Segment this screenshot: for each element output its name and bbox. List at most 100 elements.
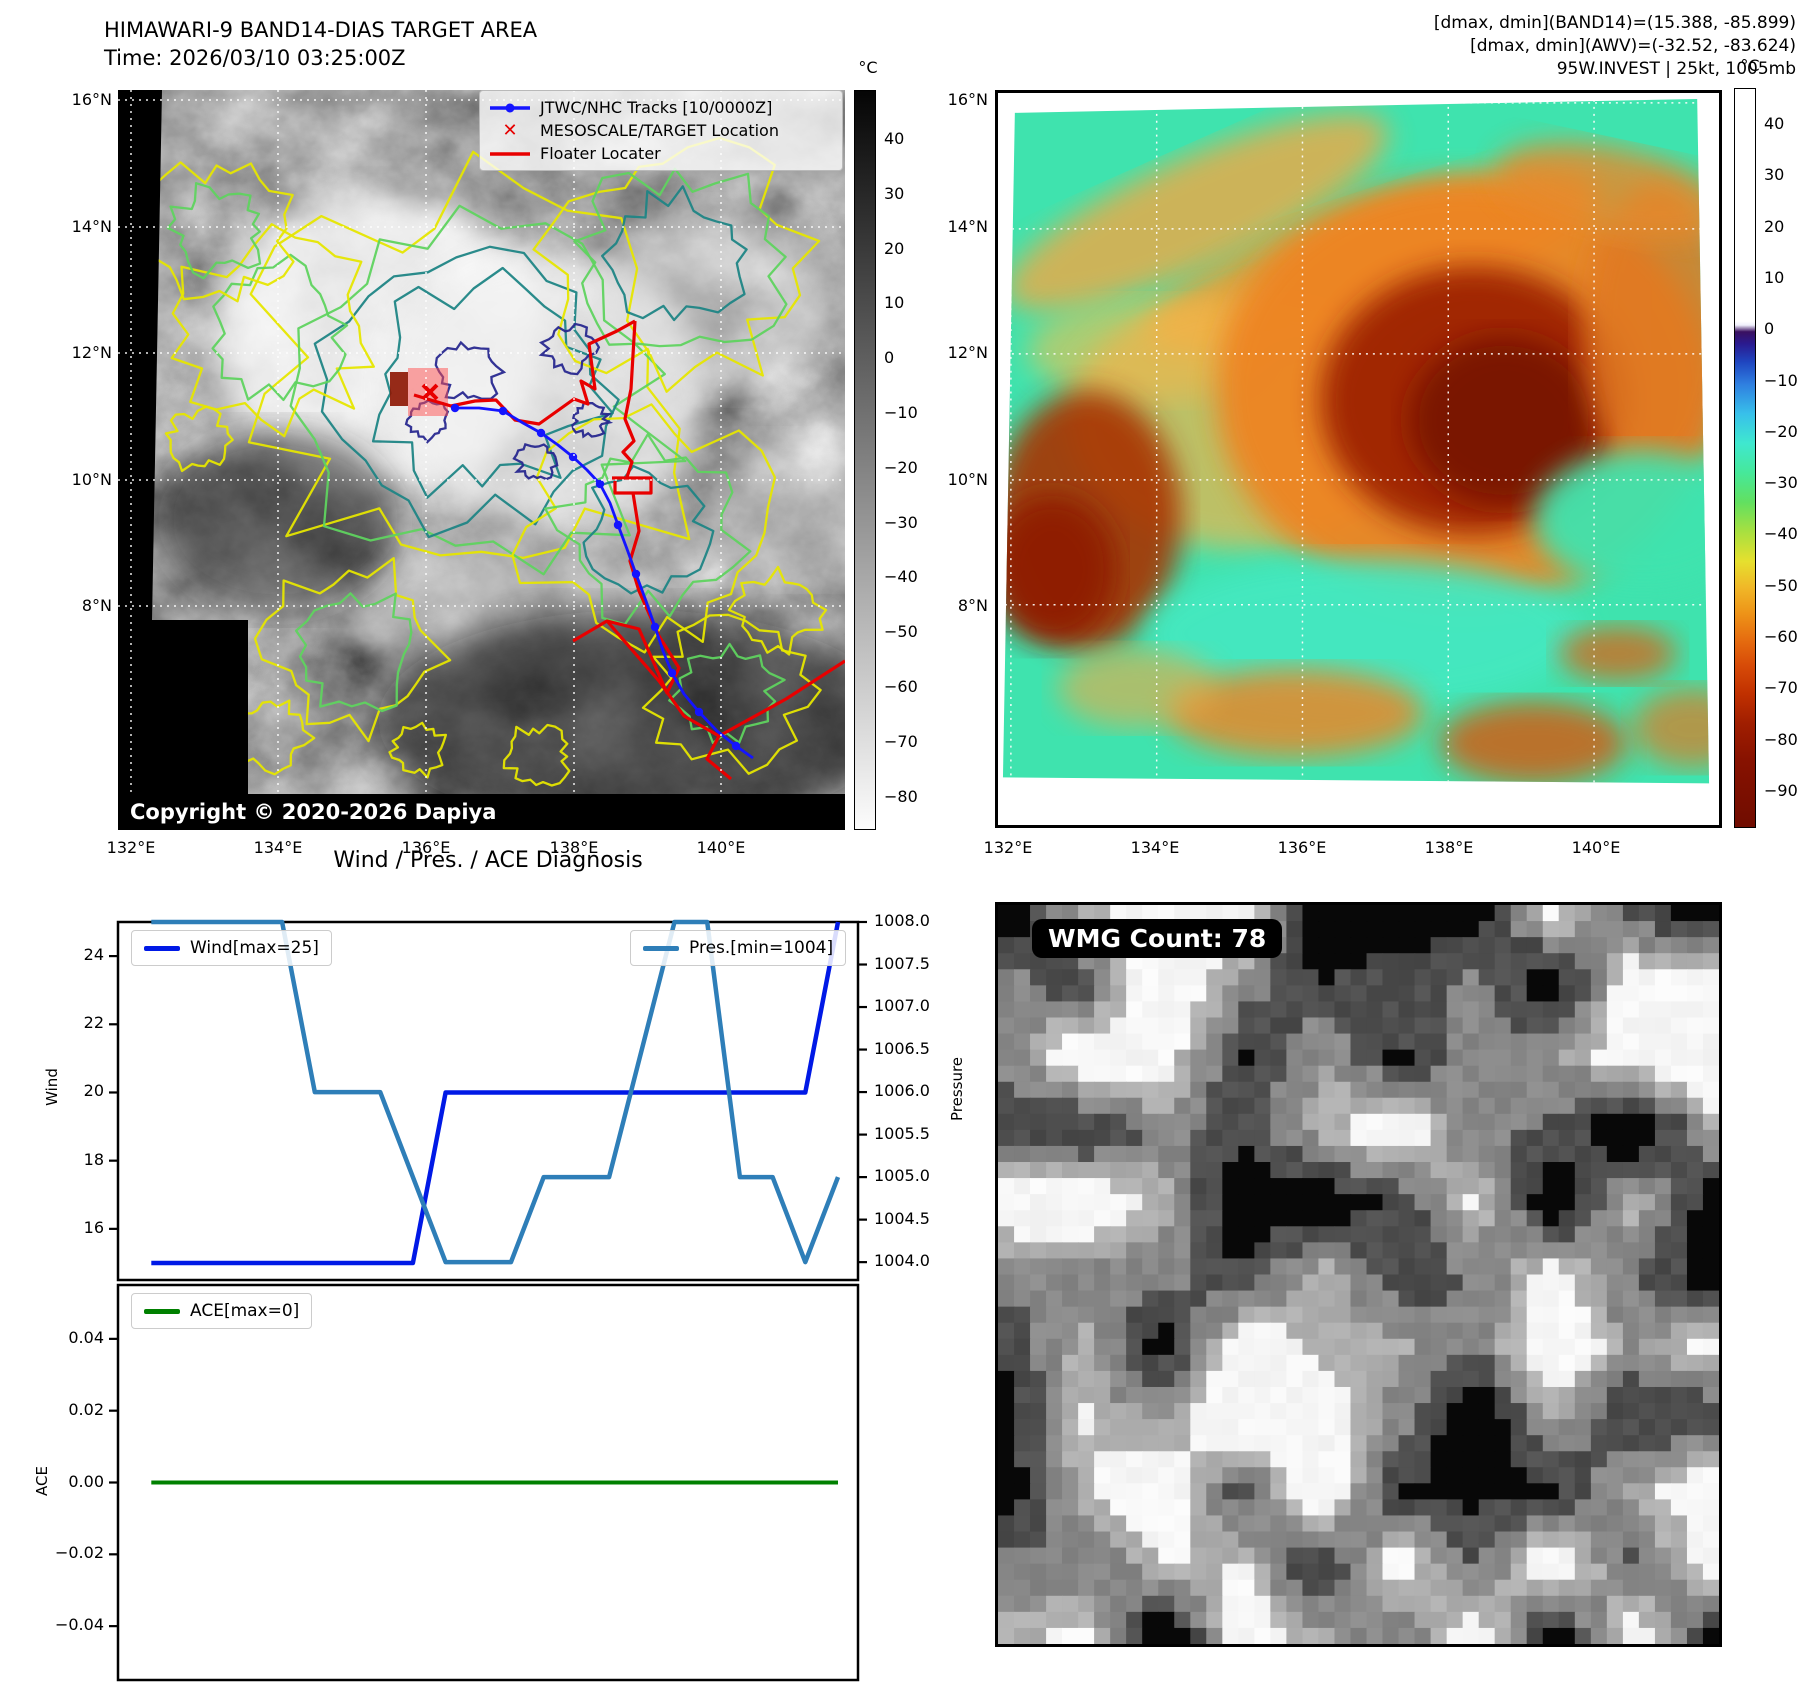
awv-header-block: [dmax, dmin](BAND14)=(15.388, -85.899) […: [1434, 12, 1796, 81]
ace-legend: ACE[max=0]: [131, 1293, 313, 1329]
pres-ytick: 1005.0: [874, 1166, 930, 1186]
ace-ytick: −0.04: [54, 1615, 104, 1635]
awv-colorbar-tick: 40: [1764, 114, 1785, 133]
awv-colorbar-tick: −50: [1764, 575, 1798, 595]
band14-colorbar: [854, 90, 876, 830]
awv-lon-tick: 134°E: [1130, 838, 1180, 857]
band14-colorbar-tick: −80: [884, 786, 918, 806]
red-x-icon: ✕: [502, 119, 518, 141]
awv-colorbar-tick: −30: [1764, 473, 1798, 493]
band14-title: HIMAWARI-9 BAND14-DIAS TARGET AREA: [104, 18, 538, 42]
legend-row-jtwc-tracks: JTWC/NHC Tracks [10/0000Z]: [488, 96, 834, 119]
band14-satellite-image: [118, 90, 845, 830]
band14-lat-tick: 12°N: [71, 343, 112, 362]
awv-lat-tick: 16°N: [947, 90, 988, 109]
wind-ytick: 22: [83, 1013, 104, 1033]
awv-colorbar-unit: °C: [1740, 56, 1760, 75]
ace-ytick: 0.04: [68, 1327, 104, 1347]
band14-lat-tick: 14°N: [71, 217, 112, 236]
awv-colorbar-tick: −20: [1764, 421, 1798, 441]
pres-ytick: 1007.0: [874, 996, 930, 1016]
band14-title-block: HIMAWARI-9 BAND14-DIAS TARGET AREA Time:…: [104, 16, 537, 72]
wind-ytick: 24: [83, 945, 104, 965]
band14-lon-tick: 138°E: [549, 838, 599, 857]
ace-ytick: −0.02: [54, 1543, 104, 1563]
band14-graticule: [118, 90, 845, 830]
awv-header-awv-range: [dmax, dmin](AWV)=(-32.52, -83.624): [1470, 36, 1796, 56]
band14-colorbar-tick: −40: [884, 567, 918, 587]
band14-colorbar-tick: −20: [884, 457, 918, 477]
awv-colorbar-tick: 10: [1764, 267, 1785, 287]
band14-lon-tick: 140°E: [696, 838, 746, 857]
diagnosis-chart-title: Wind / Pres. / ACE Diagnosis: [333, 848, 643, 873]
awv-cloud-field: [1002, 113, 1710, 784]
awv-colorbar-tick: −10: [1764, 370, 1798, 390]
band14-time: Time: 2026/03/10 03:25:00Z: [104, 46, 406, 70]
wind-ytick: 18: [83, 1149, 104, 1169]
awv-colorbar-tick: −60: [1764, 627, 1798, 646]
band14-lat-tick: 16°N: [71, 90, 112, 109]
band14-colorbar-tick: −10: [884, 403, 918, 422]
pres-ytick: 1004.0: [874, 1251, 930, 1271]
pres-series-line: [151, 919, 841, 1265]
band14-colorbar-tick: −60: [884, 677, 918, 696]
legend-label-jtwc: JTWC/NHC Tracks [10/0000Z]: [540, 98, 773, 117]
ace-ytick: 0.02: [68, 1399, 104, 1419]
awv-satellite-map: [995, 90, 1722, 828]
awv-colorbar-tick: 20: [1764, 216, 1785, 236]
band14-lat-tick: 10°N: [71, 470, 112, 489]
pres-ytick: 1006.0: [874, 1081, 930, 1101]
awv-colorbar-tick: −40: [1764, 524, 1798, 544]
band14-lon-tick: 132°E: [106, 838, 156, 857]
wind-legend-label: Wind[max=25]: [190, 938, 319, 958]
wind-pres-ace-chart: [109, 919, 867, 1682]
band14-cloud-highlights: [158, 190, 845, 794]
awv-lat-tick: 14°N: [947, 217, 988, 236]
band14-colorbar-tick: −70: [884, 731, 918, 751]
red-line-icon: [488, 148, 532, 160]
wmg-pixel-map: WMG Count: 78: [995, 902, 1722, 1647]
awv-colorbar-tick: −90: [1764, 780, 1798, 800]
pres-line-swatch: [643, 945, 679, 951]
band14-colorbar-tick: −50: [884, 622, 918, 642]
copyright-bar: Copyright © 2020-2026 Dapiya: [118, 794, 845, 830]
legend-row-floater: Floater Locater: [488, 142, 834, 165]
awv-satellite-image: [1002, 98, 1710, 784]
awv-colorbar: [1734, 88, 1756, 828]
band14-colorbar-tick: 10: [884, 293, 905, 313]
band14-colorbar-unit: °C: [858, 58, 878, 77]
awv-lon-tick: 140°E: [1571, 838, 1621, 857]
wind-series-line: [151, 921, 841, 1266]
band14-colorbar-tick: 40: [884, 129, 905, 148]
band14-lon-tick: 134°E: [253, 838, 303, 857]
awv-lon-tick: 138°E: [1424, 838, 1474, 857]
band14-colorbar-tick: 20: [884, 238, 905, 258]
chart-series-lines: [151, 919, 841, 1485]
wind-ytick: 16: [83, 1217, 104, 1237]
mesoscale-target-area: [390, 368, 448, 416]
pres-ytick: 1004.5: [874, 1208, 930, 1228]
awv-lat-tick: 12°N: [947, 343, 988, 362]
awv-header-storm-info: 95W.INVEST | 25kt, 1005mb: [1556, 59, 1796, 79]
ace-ytick: 0.00: [68, 1471, 104, 1491]
wmg-count-badge: WMG Count: 78: [1032, 919, 1283, 958]
axis-tick-marks: [109, 920, 867, 1628]
awv-colorbar-tick: 30: [1764, 165, 1785, 185]
pres-ytick: 1005.5: [874, 1123, 930, 1143]
band14-colorbar-tick: 30: [884, 183, 905, 203]
awv-lon-tick: 136°E: [1277, 838, 1327, 857]
awv-lon-tick: 132°E: [983, 838, 1033, 857]
legend-label-floater: Floater Locater: [540, 144, 661, 163]
awv-colorbar-tick: −80: [1764, 729, 1798, 749]
pres-legend: Pres.[min=1004]: [630, 930, 847, 966]
awv-lat-tick: 10°N: [947, 470, 988, 489]
wmg-pixel-image: [998, 905, 1719, 1644]
band14-map-legend: JTWC/NHC Tracks [10/0000Z] ✕ MESOSCALE/T…: [479, 90, 843, 171]
pres-legend-label: Pres.[min=1004]: [689, 938, 834, 958]
ace-legend-label: ACE[max=0]: [190, 1301, 300, 1321]
awv-header-band14-range: [dmax, dmin](BAND14)=(15.388, -85.899): [1433, 13, 1796, 33]
band14-lon-tick: 136°E: [401, 838, 451, 857]
legend-label-target: MESOSCALE/TARGET Location: [540, 121, 779, 140]
legend-row-target-location: ✕ MESOSCALE/TARGET Location: [488, 119, 834, 142]
